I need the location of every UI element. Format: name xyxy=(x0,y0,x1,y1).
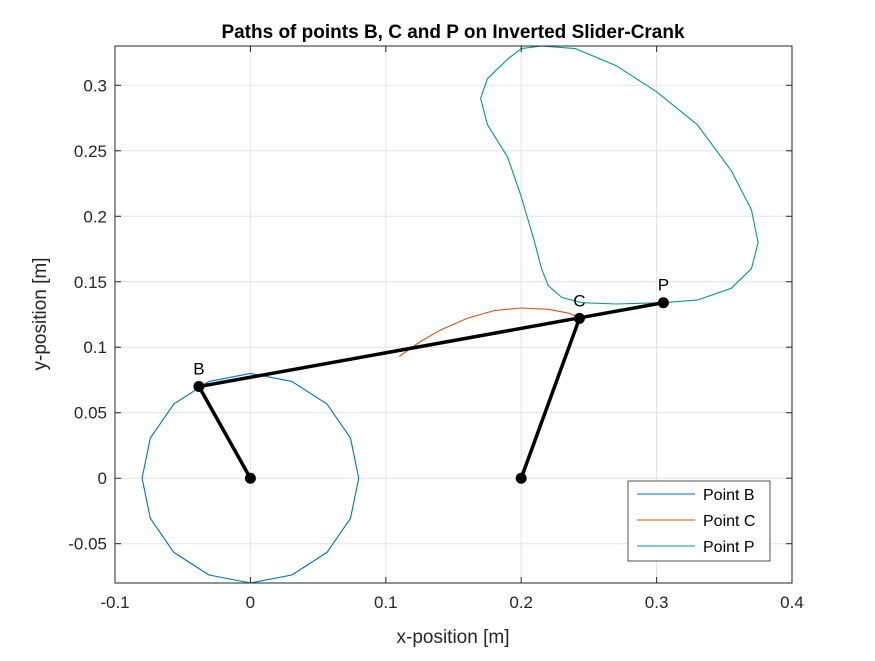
joint-label-p: P xyxy=(658,276,669,295)
x-tick-label: 0 xyxy=(246,593,255,612)
x-axis-label: x-position [m] xyxy=(397,627,510,648)
x-tick-label: 0.3 xyxy=(645,593,669,612)
joint-marker xyxy=(515,472,527,484)
y-tick-label: 0.05 xyxy=(74,404,107,423)
joint-label-b: B xyxy=(193,360,204,379)
y-axis-label: y-position [m] xyxy=(30,258,51,371)
rocker-link xyxy=(519,316,582,480)
linkage-layer xyxy=(197,300,666,480)
chart-title: Paths of points B, C and P on Inverted S… xyxy=(221,22,685,43)
y-tick-label: -0.05 xyxy=(68,535,107,554)
joint-marker xyxy=(657,297,669,309)
x-tick-label: 0.2 xyxy=(509,593,533,612)
legend-label-point-c: Point C xyxy=(703,513,755,530)
legend-items: Point B Point C Point P xyxy=(637,487,755,556)
y-tick-label: 0 xyxy=(98,469,107,488)
legend-label-point-b: Point B xyxy=(703,487,755,504)
legend: Point B Point C Point P xyxy=(627,480,771,562)
legend-label-point-p: Point P xyxy=(703,539,755,556)
ticks: -0.1 0 0.1 0.2 0.3 0.4 -0.05 0 0.05 0.1 0.15 0.2 0.2… xyxy=(68,46,804,612)
x-tick-label: -0.1 xyxy=(100,593,129,612)
x-tick-label: 0.4 xyxy=(780,593,804,612)
joint-marker xyxy=(573,312,585,324)
y-tick-label: 0.2 xyxy=(83,207,107,226)
point-b-path xyxy=(141,372,360,584)
joint-label-c: C xyxy=(573,291,585,310)
y-tick-label: 0.25 xyxy=(74,142,107,161)
x-tick-label: 0.1 xyxy=(374,593,398,612)
point-p-path xyxy=(480,45,759,305)
axes-box xyxy=(114,45,793,584)
joint-marker xyxy=(244,472,256,484)
y-tick-label: 0.1 xyxy=(83,338,107,357)
series-layer xyxy=(141,45,759,584)
joint-layer: B C P xyxy=(193,276,669,484)
y-tick-label: 0.15 xyxy=(74,273,107,292)
point-c-path xyxy=(398,307,583,357)
crank-link xyxy=(197,384,253,480)
y-tick-label: 0.3 xyxy=(83,76,107,95)
joint-marker xyxy=(193,381,205,393)
coupler-link xyxy=(197,300,666,389)
